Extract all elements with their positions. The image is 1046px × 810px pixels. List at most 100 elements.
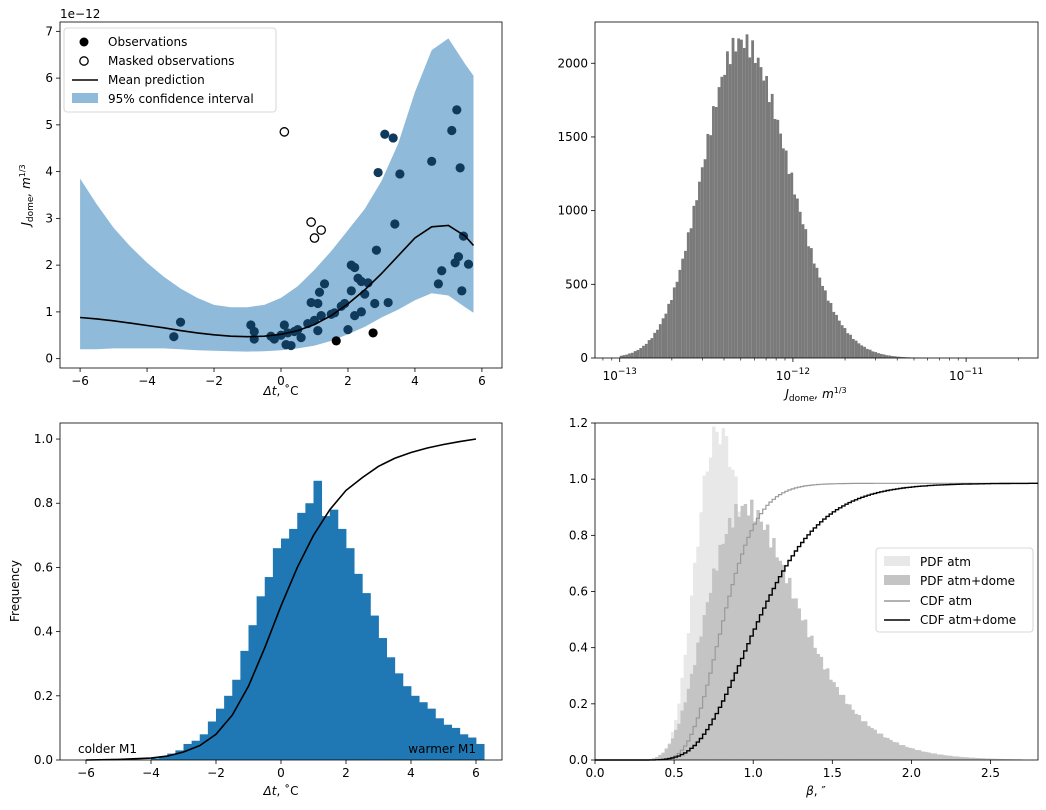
legend-marker-masked bbox=[79, 56, 89, 66]
jdome-bar bbox=[793, 194, 796, 358]
dt-bar bbox=[297, 512, 306, 760]
dt-histogram-bars bbox=[151, 480, 485, 760]
cdf-atm-line bbox=[595, 482, 1038, 761]
pdf-dome-bar bbox=[876, 733, 881, 760]
gp-y-ticks: 0 1 2 3 4 5 6 7 bbox=[45, 24, 60, 366]
jdome-bar bbox=[882, 354, 886, 358]
jdome-bar bbox=[885, 355, 889, 358]
jdome-bar bbox=[851, 339, 855, 358]
jdome-bar bbox=[675, 281, 679, 358]
pdf-dome-bar bbox=[838, 694, 843, 760]
dt-x-tick-label: 4 bbox=[407, 766, 415, 780]
jdome-bar bbox=[818, 277, 822, 358]
jdome-bar bbox=[717, 87, 721, 358]
jdome-bar bbox=[728, 64, 732, 359]
dt-y-tick-label: 0.0 bbox=[34, 753, 53, 767]
pdf-dome-bar bbox=[699, 636, 703, 760]
pdf-dome-bar bbox=[851, 709, 855, 760]
dt-bar bbox=[232, 679, 241, 760]
dt-bar bbox=[329, 509, 339, 760]
pdf-dome-bar bbox=[680, 710, 684, 760]
pdf-dome-bar bbox=[943, 755, 947, 760]
dt-x-tick-label: 2 bbox=[342, 766, 350, 780]
observation-point bbox=[368, 328, 378, 338]
gp-y-tick-label: 6 bbox=[45, 71, 53, 85]
pdf-dome-bar bbox=[743, 504, 748, 760]
gp-x-axis-label: Δt, ˚C bbox=[263, 383, 299, 398]
jdome-bar bbox=[823, 290, 827, 358]
jdome-bar bbox=[712, 106, 715, 358]
jdome-bar bbox=[804, 229, 808, 358]
pdf-dome-bar bbox=[813, 647, 817, 760]
dt-bar bbox=[467, 737, 477, 760]
jdome-bar bbox=[871, 351, 875, 358]
legend-marker-ci bbox=[72, 93, 98, 103]
pdf-dome-bar bbox=[917, 750, 922, 760]
pdf-dome-bar bbox=[651, 758, 656, 760]
pdf-dome-bar bbox=[901, 745, 906, 760]
jdome-bar bbox=[630, 352, 634, 358]
dt-x-tick-label: 0 bbox=[277, 766, 285, 780]
dt-x-tick-label: −4 bbox=[142, 766, 160, 780]
dt-bar bbox=[386, 657, 396, 760]
dt-bar bbox=[321, 516, 331, 760]
dt-panel: −6 −4 −2 0 2 4 6 0.00.20.40.60.81.0 colder M1 … bbox=[8, 422, 503, 798]
dt-bar bbox=[224, 695, 233, 760]
pdf-dome-bar bbox=[778, 560, 782, 760]
pdf-dome-bar bbox=[794, 598, 798, 760]
pdf-dome-bar bbox=[924, 751, 928, 760]
pdf-dome-bar bbox=[715, 570, 719, 760]
beta-y-tick-label: 1.0 bbox=[569, 472, 588, 486]
beta-y-tick-label: 0.4 bbox=[569, 641, 588, 655]
gp-y-tick-label: 2 bbox=[45, 258, 53, 272]
beta-y-ticks: 0.0 0.2 0.4 0.6 0.8 1.0 1.2 bbox=[569, 416, 595, 767]
dt-y-tick-label: 0.4 bbox=[34, 625, 53, 639]
jdome-bar bbox=[740, 39, 743, 359]
confidence-band bbox=[80, 38, 474, 352]
jdome-bar bbox=[650, 338, 654, 358]
jdome-bar bbox=[843, 328, 847, 358]
pdf-dome-bar bbox=[1009, 759, 1013, 760]
jdome-y-tick-label: 0 bbox=[580, 351, 588, 365]
legend-marker-observations bbox=[79, 37, 89, 47]
observation-point bbox=[371, 245, 382, 255]
pdf-dome-bar bbox=[952, 756, 957, 760]
observation-point bbox=[249, 326, 259, 337]
pdf-dome-bar bbox=[791, 598, 795, 760]
pdf-dome-bar bbox=[889, 739, 893, 760]
pdf-dome-bar bbox=[958, 756, 963, 760]
dt-bar bbox=[199, 734, 209, 760]
legend-pdf-atm: PDF atm bbox=[920, 555, 971, 569]
pdf-dome-bar bbox=[765, 524, 770, 760]
gp-y-tick-label: 3 bbox=[45, 211, 53, 225]
beta-legend-box bbox=[875, 547, 1034, 633]
jdome-bar bbox=[678, 269, 682, 358]
jdome-bar bbox=[865, 348, 869, 358]
jdome-bar bbox=[692, 205, 696, 358]
beta-legend: PDF atm PDF atm+dome CDF atm CDF atm+dom… bbox=[875, 547, 1034, 633]
dt-x-tick-label: 6 bbox=[472, 766, 480, 780]
pdf-dome-bar bbox=[844, 703, 849, 760]
pdf-dome-bar bbox=[898, 744, 903, 760]
jdome-bar bbox=[779, 133, 782, 358]
pdf-dome-bar bbox=[731, 527, 735, 760]
gp-panel: −6 −4 −2 0 2 4 6 0 1 2 3 4 5 6 7 1e−12 Δt, ˚C Jdome, … bbox=[18, 7, 503, 398]
observation-point bbox=[279, 320, 289, 330]
observation-point bbox=[452, 105, 462, 115]
pdf-dome-bar bbox=[810, 635, 814, 760]
legend-confidence-interval: 95% confidence interval bbox=[108, 92, 254, 106]
pdf-dome-bar bbox=[955, 756, 960, 760]
pdf-dome-bar bbox=[949, 755, 953, 760]
gp-x-tick-label: −2 bbox=[205, 374, 223, 388]
pdf-dome-bar bbox=[933, 753, 938, 760]
pdf-dome-bar bbox=[702, 615, 707, 760]
jdome-bar bbox=[653, 332, 657, 358]
jdome-bar bbox=[790, 172, 794, 358]
pdf-dome-bar bbox=[727, 517, 732, 760]
pdf-dome-bar bbox=[705, 602, 710, 760]
pdf-dome-bar bbox=[664, 748, 669, 760]
jdome-bar bbox=[656, 329, 659, 358]
dt-x-axis-label: Δt, ˚C bbox=[263, 783, 299, 798]
dt-bar bbox=[337, 528, 347, 760]
pdf-dome-bar bbox=[784, 583, 789, 760]
